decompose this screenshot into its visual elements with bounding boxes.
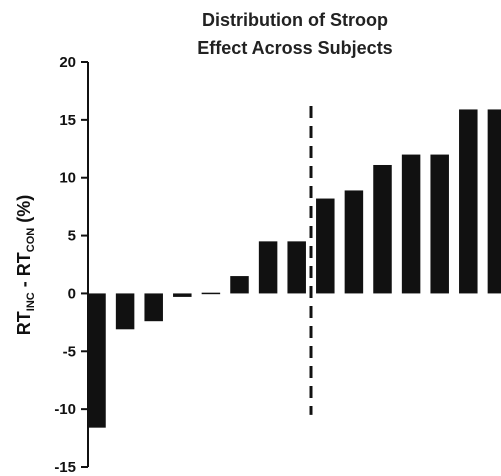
y-axis-label-sub-inc: INC [25, 292, 37, 311]
bar [287, 241, 306, 294]
y-tick-label: -5 [63, 343, 76, 360]
bar [115, 293, 135, 330]
y-axis-label: RTINC - RTCON (%) [14, 195, 37, 335]
y-tick-label: -10 [54, 401, 76, 418]
bar [201, 292, 221, 295]
y-axis-label-rt-1: RT [14, 311, 34, 335]
bar [344, 190, 364, 294]
bar [401, 154, 421, 294]
bar [430, 154, 449, 294]
chart-title-line-1: Distribution of Stroop [202, 10, 388, 30]
chart-title-line-2: Effect Across Subjects [197, 38, 392, 58]
y-axis-label-sub-con: CON [25, 228, 37, 253]
y-tick-label: 10 [59, 170, 76, 187]
y-tick-label: 15 [59, 112, 76, 129]
y-axis-label-unit: (%) [14, 195, 34, 228]
bar [316, 198, 335, 294]
y-tick-label: 5 [68, 228, 76, 245]
y-axis-label-rt-2: - RT [14, 252, 34, 292]
bar [87, 293, 106, 428]
bar [459, 109, 478, 294]
svg-text:RTINC - RTCON (%): RTINC - RTCON (%) [14, 195, 37, 335]
y-axis: 20 15 10 5 0 -5 -10 -15 [54, 54, 89, 476]
y-tick-label: -15 [54, 459, 76, 476]
y-tick-label: 20 [59, 54, 76, 71]
bar [173, 293, 192, 297]
bar [373, 164, 392, 294]
bar [258, 241, 278, 294]
bars [87, 109, 501, 428]
y-tick-label: 0 [68, 285, 76, 302]
bar [230, 276, 249, 294]
bar [487, 109, 501, 294]
bar [144, 293, 163, 322]
